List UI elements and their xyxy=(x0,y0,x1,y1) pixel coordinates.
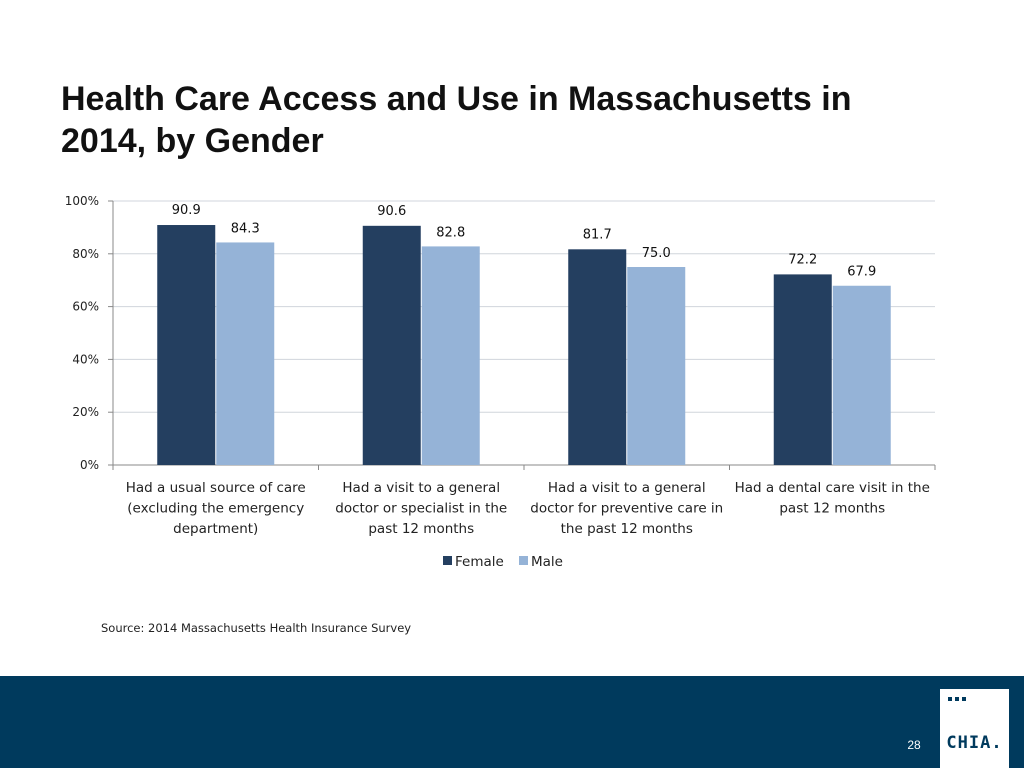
bar-male xyxy=(627,267,686,465)
chia-logo: CHIA. xyxy=(940,689,1009,768)
category-label: Had a usual source of care xyxy=(126,480,306,496)
y-tick-label: 0% xyxy=(80,458,99,472)
data-label: 90.6 xyxy=(377,204,406,219)
data-label: 82.8 xyxy=(436,225,465,240)
logo-dots-icon xyxy=(948,697,966,701)
legend-label-female: Female xyxy=(455,554,504,570)
bar-female xyxy=(157,225,216,465)
page-number: 28 xyxy=(907,738,921,752)
category-label: past 12 months xyxy=(368,521,474,537)
data-label: 90.9 xyxy=(172,203,201,218)
category-label: doctor for preventive care in xyxy=(530,501,723,517)
legend-swatch-male xyxy=(519,556,528,565)
category-label: Had a visit to a general xyxy=(548,480,706,496)
category-label: department) xyxy=(173,521,258,537)
data-label: 67.9 xyxy=(847,265,876,280)
y-tick-label: 40% xyxy=(72,352,99,366)
slide-title-line-2: 2014, by Gender xyxy=(61,122,324,160)
category-label: Had a dental care visit in the xyxy=(735,480,930,496)
y-tick-label: 60% xyxy=(72,300,99,314)
slide-title: Health Care Access and Use in Massachuse… xyxy=(61,78,961,162)
bar-male xyxy=(832,285,891,465)
data-label: 72.2 xyxy=(788,252,817,267)
bar-female xyxy=(773,274,832,465)
category-label: doctor or specialist in the xyxy=(335,501,507,517)
category-label: (excluding the emergency xyxy=(127,501,304,517)
y-tick-label: 80% xyxy=(72,247,99,261)
footer-bar xyxy=(0,676,1024,768)
data-label: 84.3 xyxy=(231,221,260,236)
bar-chart: 0% 20% 40% 60% 80% 100% 90.9 90.6 81.7 72.2 84.3 82… xyxy=(65,194,936,570)
bar-male xyxy=(216,242,275,465)
bar-female xyxy=(568,249,627,465)
legend-swatch-female xyxy=(443,556,452,565)
y-tick-label: 20% xyxy=(72,405,99,419)
source-note: Source: 2014 Massachusetts Health Insura… xyxy=(101,621,412,635)
category-label: past 12 months xyxy=(779,501,885,517)
slide-title-line-1: Health Care Access and Use in Massachuse… xyxy=(61,80,852,118)
y-tick-label: 100% xyxy=(65,194,99,208)
bar-female xyxy=(362,225,421,465)
logo-text: CHIA. xyxy=(946,733,1003,753)
data-label: 81.7 xyxy=(583,227,612,242)
bar-male xyxy=(421,246,480,465)
category-label: Had a visit to a general xyxy=(342,480,500,496)
legend-label-male: Male xyxy=(531,554,563,570)
data-label: 75.0 xyxy=(642,246,671,261)
category-label: the past 12 months xyxy=(561,521,693,537)
